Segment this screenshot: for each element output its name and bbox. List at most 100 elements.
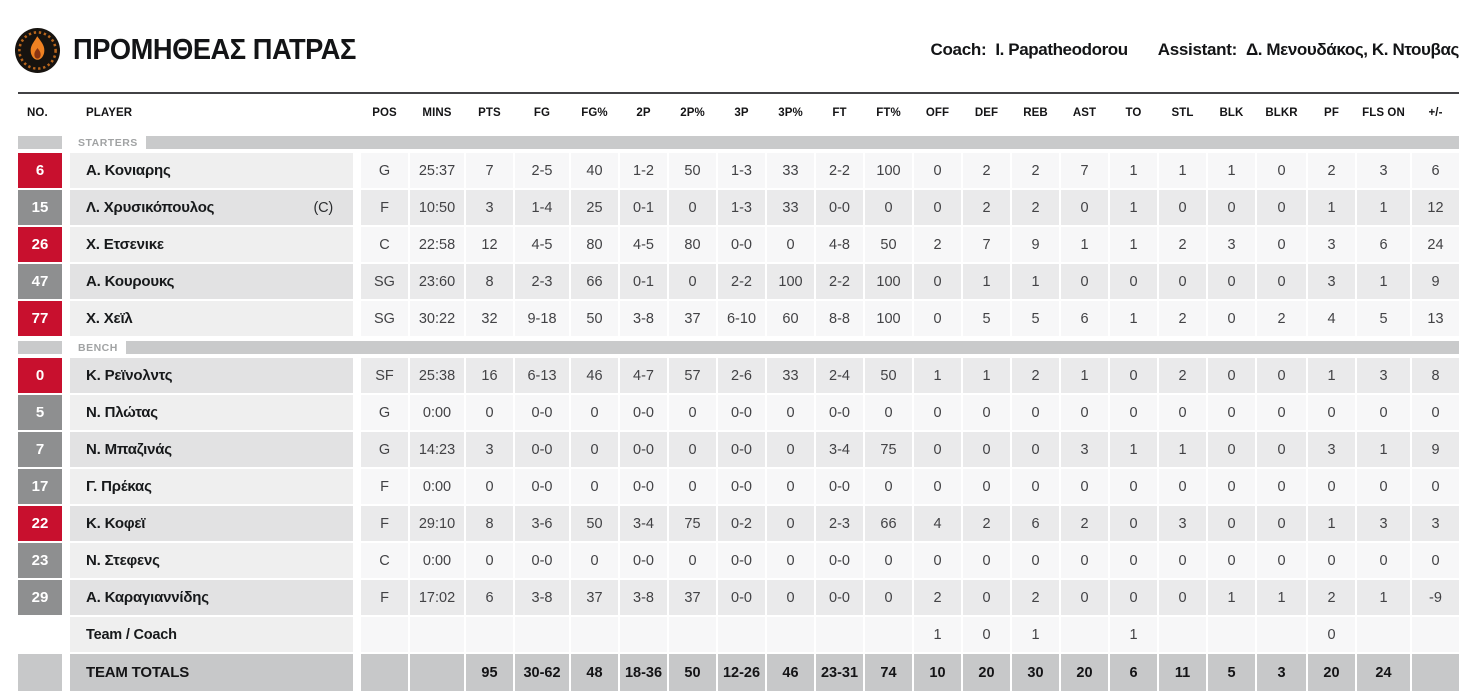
stat-cell-plus-minus: 12: [1412, 190, 1459, 225]
stat-cell-ft-pct: 74: [865, 654, 912, 691]
team-coach-label: Team / Coach: [70, 617, 353, 652]
stat-cell-pts: 16: [466, 358, 513, 393]
stat-cell-blkr: 0: [1257, 264, 1306, 299]
stat-cell-to: 0: [1110, 395, 1157, 430]
totals-label: TEAM TOTALS: [70, 654, 353, 691]
player-name-text: Ν. Στεφενς: [86, 552, 160, 569]
section-bar-block: [18, 341, 62, 354]
stat-cell-reb: 2: [1012, 190, 1059, 225]
stat-cell-pf: 0: [1308, 543, 1355, 578]
stat-cell-2p: 0-1: [620, 264, 667, 299]
stat-cell-mins: 14:23: [410, 432, 464, 467]
stat-cell-2p-pct: 37: [669, 301, 716, 336]
stat-cell-fg-pct: 66: [571, 264, 618, 299]
col-header-ft: FT: [832, 106, 847, 119]
stat-cell-3p: [718, 617, 765, 652]
stat-cell-fg: 0-0: [515, 432, 569, 467]
player-name: Ν. Στεφενς: [70, 543, 353, 578]
stat-cell-mins: 25:37: [410, 153, 464, 188]
stat-cell-3p: 0-0: [718, 469, 765, 504]
column-spacer: [355, 580, 359, 615]
stat-cell-fg-pct: [571, 617, 618, 652]
stat-cell-3p-pct: 0: [767, 580, 814, 615]
player-name-text: TEAM TOTALS: [86, 664, 190, 681]
stat-cell-fls-on: 1: [1357, 432, 1410, 467]
col-header-to: TO: [1125, 106, 1142, 119]
column-spacer: [64, 264, 68, 299]
stat-cell-2p: 4-7: [620, 358, 667, 393]
stat-cell-pf: 3: [1308, 264, 1355, 299]
player-number-badge: 77: [18, 301, 62, 336]
stat-cell-2p: 18-36: [620, 654, 667, 691]
stat-cell-stl: 0: [1159, 580, 1206, 615]
player-row: 23 Ν. Στεφενς C 0:00 0 0-0 0 0-0 0 0-0 0 0-0 0 0 0 0 0 0 0…: [18, 543, 1459, 578]
assistant-names: Δ. Μενουδάκος, Κ. Ντουβας: [1245, 40, 1459, 59]
col-header-3p-pct: 3P%: [778, 106, 803, 119]
totals-row: TEAM TOTALS 95 30-62 48 18-36 50 12-26 46 23-31 7…: [18, 654, 1459, 691]
stat-cell-blk: 0: [1208, 469, 1255, 504]
stat-cell-reb: 1: [1012, 617, 1059, 652]
stat-cell-2p: 1-2: [620, 153, 667, 188]
stat-cell-2p: 3-4: [620, 506, 667, 541]
stat-cell-pf: 1: [1308, 506, 1355, 541]
stat-cell-blk: 1: [1208, 153, 1255, 188]
stat-cell-stl: 1: [1159, 153, 1206, 188]
stat-cell-3p-pct: 60: [767, 301, 814, 336]
col-header-blk: BLK: [1219, 106, 1244, 119]
team-coach-row: Team / Coach 1 0 1 1 0: [18, 617, 1459, 652]
stat-cell-pts: 32: [466, 301, 513, 336]
stat-cell-pos: C: [361, 543, 408, 578]
stat-cell-stl: 3: [1159, 506, 1206, 541]
player-name-text: Α. Κονιαρης: [86, 162, 171, 179]
stat-cell-blkr: 0: [1257, 190, 1306, 225]
stat-cell-ft-pct: 0: [865, 543, 912, 578]
stat-cell-mins: 23:60: [410, 264, 464, 299]
column-spacer: [64, 617, 68, 652]
stat-cell-ft: [816, 617, 863, 652]
stat-cell-off: 1: [914, 617, 961, 652]
player-name-text: Λ. Χρυσικόπουλος: [86, 199, 215, 216]
stat-cell-2p: 0-0: [620, 395, 667, 430]
player-row: 29 Α. Καραγιαννίδης F 17:02 6 3-8 37 3-8 37 0-0 0 0…: [18, 580, 1459, 615]
stat-cell-ft: 2-2: [816, 153, 863, 188]
stat-cell-off: 0: [914, 190, 961, 225]
stat-cell-ft: 0-0: [816, 190, 863, 225]
stat-cell-2p: 0-0: [620, 543, 667, 578]
player-name-text: Α. Καραγιαννίδης: [86, 589, 209, 606]
stat-cell-reb: 6: [1012, 506, 1059, 541]
stat-cell-ft-pct: 0: [865, 190, 912, 225]
player-row: 47 Α. Κουρουκς SG 23:60 8 2-3 66 0-1 0 2-2 100 2-2 1…: [18, 264, 1459, 299]
player-name: Κ. Ρεϊνολντς: [70, 358, 353, 393]
col-header-reb: REB: [1023, 106, 1048, 119]
stat-cell-blkr: 2: [1257, 301, 1306, 336]
stat-cell-3p-pct: 33: [767, 153, 814, 188]
player-name: Α. Κουρουκς: [70, 264, 353, 299]
coach-label: Coach:: [930, 40, 987, 59]
player-name: Α. Καραγιαννίδης: [70, 580, 353, 615]
stat-cell-def: 0: [963, 580, 1010, 615]
stat-cell-2p: 0-0: [620, 469, 667, 504]
stat-cell-pf: 2: [1308, 153, 1355, 188]
stat-cell-ast: 1: [1061, 358, 1108, 393]
stat-cell-blk: 0: [1208, 432, 1255, 467]
col-header-blkr: BLKR: [1265, 106, 1298, 119]
player-row: 77 Χ. Χεϊλ SG 30:22 32 9-18 50 3-8 37 6-10 60 8-8 10…: [18, 301, 1459, 336]
player-name: Ν. Μπαζινάς: [70, 432, 353, 467]
stat-cell-mins: [410, 654, 464, 691]
stat-cell-fg-pct: 0: [571, 432, 618, 467]
stat-cell-ast: 3: [1061, 432, 1108, 467]
stat-cell-ast: 0: [1061, 543, 1108, 578]
stat-cell-2p-pct: 0: [669, 395, 716, 430]
column-spacer: [64, 432, 68, 467]
stat-cell-ft-pct: 66: [865, 506, 912, 541]
stat-cell-def: 0: [963, 395, 1010, 430]
stat-cell-ast: 0: [1061, 264, 1108, 299]
stat-cell-blkr: 0: [1257, 358, 1306, 393]
stat-cell-to: 0: [1110, 580, 1157, 615]
stat-cell-pts: 0: [466, 469, 513, 504]
stat-cell-fg-pct: 0: [571, 543, 618, 578]
stat-cell-mins: 0:00: [410, 469, 464, 504]
player-name-text: Α. Κουρουκς: [86, 273, 175, 290]
stat-cell-3p: 0-2: [718, 506, 765, 541]
